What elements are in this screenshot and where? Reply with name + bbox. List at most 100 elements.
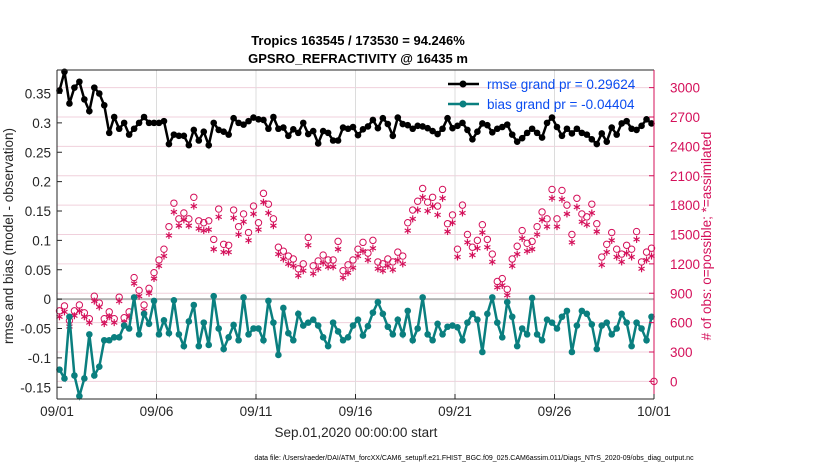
bias-point [628,342,635,350]
obs-assimilated-marker [309,270,317,278]
obs-possible-marker [244,228,253,237]
rmse-point [76,78,83,86]
bias-point [434,320,441,328]
rmse-point [270,113,277,121]
x-tick-label: 09/16 [339,404,373,419]
bias-point [91,372,98,379]
rmse-point [155,119,163,127]
bias-point [543,316,551,323]
obs-assimilated-marker [270,222,277,230]
obs-possible-marker [304,233,312,242]
rmse-point [533,129,541,137]
rmse-point [369,116,377,124]
obs-possible-marker [190,193,198,201]
rmse-point [324,129,332,137]
obs-assimilated-marker [329,263,337,271]
bias-point [469,310,476,318]
obs-possible-marker [404,219,412,227]
obs-assimilated-marker [100,320,108,328]
star-stroke [503,292,511,298]
rmse-point [434,130,441,138]
obs-assimilated-marker [558,195,566,203]
star-stroke [434,212,441,218]
obs-assimilated-marker [444,228,451,236]
obs-possible-marker [573,194,581,202]
star-stroke [354,253,362,259]
obs-assimilated-marker [399,260,407,268]
obs-assimilated-marker [90,297,98,305]
rmse-point [86,107,93,115]
star-stroke [170,209,178,215]
rmse-point [245,117,252,125]
bias-point [105,336,113,344]
bias-point [538,336,546,344]
star-stroke [558,196,566,202]
obs-possible-marker [269,215,278,223]
bias-point [195,342,203,350]
star-stroke [160,253,168,259]
bias-point [145,320,153,328]
rmse-point [290,126,297,133]
obs-possible-marker [583,213,591,221]
star-stroke [165,233,173,238]
bias-point [553,325,561,332]
obs-assimilated-marker [498,281,506,289]
obs-assimilated-marker [479,229,486,237]
obs-assimilated-marker [354,252,362,260]
star-stroke [270,223,277,228]
y-tick-label-left: -0.1 [28,351,51,366]
obs-assimilated-marker [404,227,412,235]
obs-assimilated-marker [170,208,178,216]
bias-point [285,329,292,337]
star-stroke [533,232,541,237]
legend: rmse grand pr = 0.29624 bias grand pr = … [448,77,636,112]
obs-assimilated-marker [618,258,626,266]
bias-point [558,313,566,321]
bias-point [314,322,322,329]
obs-possible-marker [180,209,188,217]
bias-point [364,322,372,330]
bias-point [100,336,108,344]
bias-point [444,323,451,331]
y-tick-label-right: 1200 [670,257,700,272]
obs-possible-marker [568,230,576,239]
star-stroke [578,219,586,225]
y-tick-label-left: 0 [43,292,51,307]
bias-point [294,310,302,318]
bias-point [508,313,516,321]
obs-possible-marker [170,199,178,207]
bias-point [334,328,342,335]
obs-assimilated-marker [230,214,237,222]
obs-assimilated-marker [503,291,511,299]
bias-point [240,294,247,301]
bias-point [399,331,407,338]
obs-possible-marker [548,185,556,194]
star-stroke [583,222,591,227]
star-stroke [304,243,312,248]
bias-point [130,294,138,301]
obs-possible-marker [553,215,561,223]
rmse-point [105,129,113,137]
rmse-point [389,132,397,140]
obs-possible-marker [394,248,402,256]
rmse-point [429,127,436,135]
y-tick-label-right: 600 [670,316,693,331]
star-stroke [364,257,372,263]
star-stroke [404,228,412,233]
bias-point [523,331,531,338]
rmse-point [528,125,536,133]
star-stroke [205,227,213,232]
obs-possible-marker [603,240,611,248]
star-stroke [528,246,536,252]
star-stroke [250,211,257,217]
obs-assimilated-marker [160,252,168,260]
obs-possible-marker [433,202,442,210]
rmse-point [623,117,630,125]
obs-assimilated-marker [548,194,556,202]
bias-point [76,392,83,400]
obs-possible-marker [593,220,601,228]
obs-assimilated-marker [155,262,163,270]
bias-point [568,348,576,356]
y-tick-label-left: -0.05 [20,322,51,337]
rmse-point [424,124,431,132]
